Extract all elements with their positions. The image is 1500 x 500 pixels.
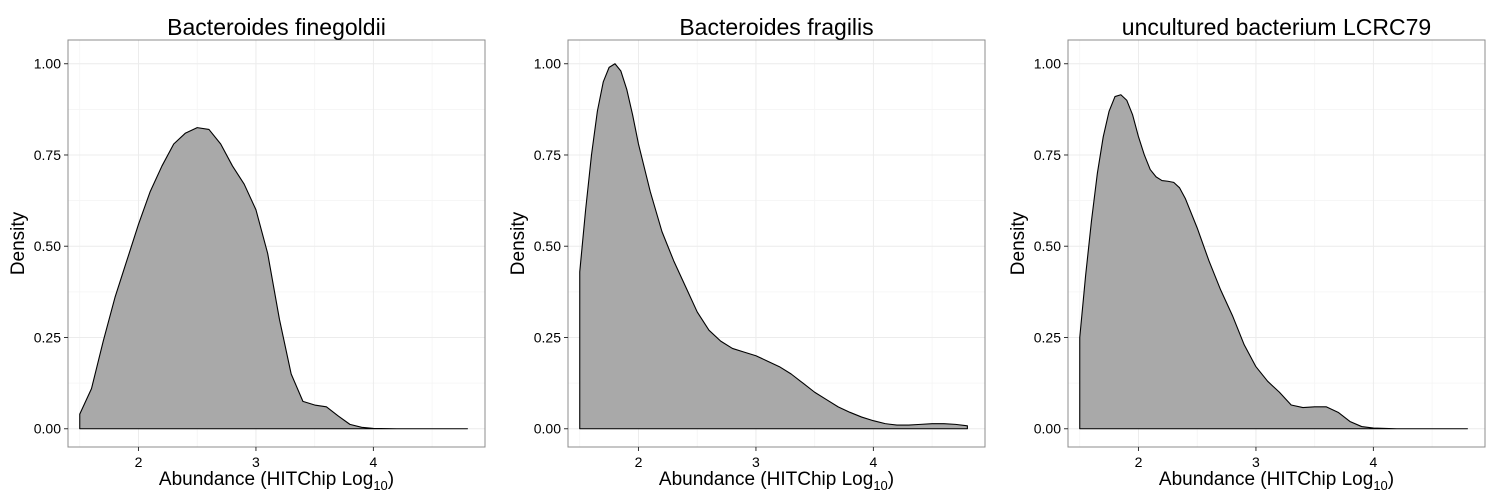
x-axis-label-end: ) [1388,469,1394,490]
y-tick-label: 0.50 [34,238,61,254]
y-tick-label: 0.00 [34,421,61,437]
x-axis-label-main: Abundance (HITChip Log [1159,469,1373,490]
y-tick-label: 1.00 [1034,56,1061,72]
density-area [1079,94,1468,430]
y-tick-label: 0.25 [34,329,61,345]
x-tick-label: 4 [370,454,378,470]
x-axis-label-subscript: 10 [373,478,387,493]
y-tick-label: 1.00 [34,56,61,72]
chart-title: uncultured bacterium LCRC79 [1122,14,1431,40]
plot-border [1067,39,1486,448]
y-tick-label: 0.75 [534,147,561,163]
density-panel-1: 0.00 0.25 0.50 0.75 1.00 2 3 4 Bacteroides fineg… [8,14,486,493]
x-axis-label: Abundance (HITChip Log10) [1159,469,1394,493]
x-tick-label: 4 [1370,454,1378,470]
x-tick-label: 4 [870,454,878,470]
density-area [579,63,968,430]
x-axis-label-end: ) [388,469,394,490]
y-tick-label: 1.00 [534,56,561,72]
x-tick-label: 3 [252,454,260,470]
y-tick-label: 0.00 [1034,421,1061,437]
density-panel-2: 0.00 0.25 0.50 0.75 1.00 2 3 4 Bacteroides fragi… [508,14,986,493]
y-tick-label: 0.00 [534,421,561,437]
y-tick-label: 0.50 [1034,238,1061,254]
x-tick-label: 2 [635,454,643,470]
y-tick-label: 0.25 [534,329,561,345]
y-axis-label: Density [1008,211,1029,275]
density-panel-3: 0.00 0.25 0.50 0.75 1.00 2 3 4 uncultured bacter… [1008,14,1486,493]
plot-border [67,39,486,448]
x-axis-label: Abundance (HITChip Log10) [659,469,894,493]
chart-title: Bacteroides fragilis [679,14,873,40]
y-tick-label: 0.75 [1034,147,1061,163]
y-axis-label: Density [8,211,29,275]
y-tick-label: 0.25 [1034,329,1061,345]
y-tick-label: 0.75 [34,147,61,163]
x-axis-label: Abundance (HITChip Log10) [159,469,394,493]
x-tick-label: 3 [1252,454,1260,470]
plot-border [567,39,986,448]
x-axis-label-main: Abundance (HITChip Log [159,469,373,490]
x-axis-label-subscript: 10 [1373,478,1387,493]
x-tick-label: 2 [1135,454,1143,470]
y-axis-label: Density [508,211,529,275]
x-axis-label-end: ) [888,469,894,490]
y-tick-label: 0.50 [534,238,561,254]
chart-title: Bacteroides finegoldii [167,14,386,40]
density-area [79,127,468,430]
x-tick-label: 3 [752,454,760,470]
x-tick-label: 2 [135,454,143,470]
x-axis-label-main: Abundance (HITChip Log [659,469,873,490]
x-axis-label-subscript: 10 [873,478,887,493]
